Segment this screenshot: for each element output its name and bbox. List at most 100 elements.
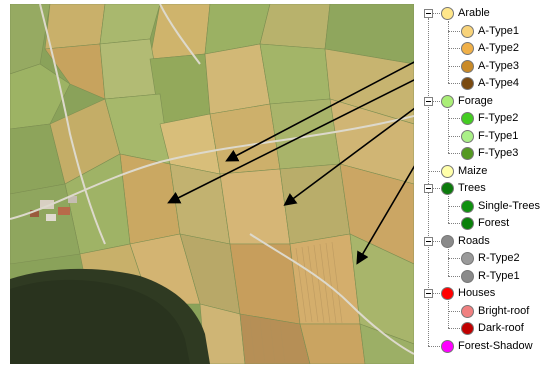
tree-connector [448,258,460,259]
color-swatch-icon [441,164,454,178]
legend-group-roads[interactable]: Roads [441,233,490,250]
color-swatch-icon [441,339,454,353]
color-swatch-icon [461,112,474,125]
roads [10,4,414,355]
color-swatch-icon [461,199,474,213]
legend-group-label: Maize [458,164,488,177]
legend-group-forest-shadow[interactable]: Forest-Shadow [441,338,533,355]
tree-connector [433,293,440,294]
tree-connector [448,48,460,49]
legend-group-forage[interactable]: Forage [441,93,493,110]
legend-group-label: Roads [458,234,490,247]
color-swatch-icon [461,322,474,335]
arrow-a-type3 [283,107,414,206]
legend-item-label: A-Type4 [478,77,519,89]
legend-arrows [167,61,414,265]
legend-group-label: Forest-Shadow [458,339,533,352]
legend-group-label: Arable [458,7,490,19]
color-swatch-icon [461,147,474,160]
tree-connector [448,223,460,224]
legend-item-forest[interactable]: Forest [461,215,509,232]
legend-item-label: A-Type1 [478,24,519,37]
collapse-box-forage[interactable] [424,96,433,106]
color-swatch-icon [461,269,474,283]
tree-connector [448,135,460,137]
legend-item-f-type3[interactable]: F-Type3 [461,145,518,162]
legend-item-f-type1[interactable]: F-Type1 [461,128,518,145]
tree-connector [448,328,460,329]
tree-trunk [428,18,429,346]
tree-connector [428,170,440,172]
village [30,196,77,221]
legend-item-label: Single-Trees [478,199,540,212]
legend-item-label: F-Type1 [478,129,519,142]
color-swatch-icon [461,77,474,90]
legend-item-label: F-Type3 [478,147,519,159]
tree-connector [448,83,460,84]
arrow-a-type2 [167,79,414,204]
tree-connector [448,275,460,277]
tree-connector [448,30,460,32]
tree-connector [433,13,440,14]
legend-group-trees[interactable]: Trees [441,180,486,197]
legend-item-label: A-Type3 [478,59,519,72]
color-swatch-icon [461,42,474,55]
legend-item-r-type1[interactable]: R-Type1 [461,268,520,285]
legend-group-label: Houses [458,287,496,299]
legend-item-dark-roof[interactable]: Dark-roof [461,320,524,337]
legend-item-label: F-Type2 [478,112,519,124]
color-swatch-icon [461,252,474,265]
legend-item-label: R-Type2 [478,252,520,264]
tree-connector [448,196,449,223]
color-swatch-icon [461,24,474,38]
tree-connector [428,345,440,347]
legend-group-label: Trees [458,182,486,194]
arrow-a-type1 [225,61,414,162]
legend-group-houses[interactable]: Houses [441,285,495,302]
collapse-box-houses[interactable] [424,289,433,298]
color-swatch-icon [461,304,474,318]
legend-item-a-type4[interactable]: A-Type4 [461,75,519,92]
color-swatch-icon [461,217,474,230]
color-swatch-icon [461,129,474,143]
tree-connector [448,108,449,153]
legend-item-bright-roof[interactable]: Bright-roof [461,303,529,320]
color-swatch-icon [441,7,454,20]
tree-connector [433,100,440,102]
legend-tree: Arable A-Type1 A-Type2 A-Type3 A-Type4 Forage… [419,0,553,370]
tree-connector [433,240,440,242]
collapse-box-arable[interactable] [424,9,433,18]
color-swatch-icon [441,94,454,108]
legend-item-a-type3[interactable]: A-Type3 [461,58,519,75]
tree-connector [448,65,460,67]
tree-connector [448,310,460,312]
tree-connector [448,118,460,119]
legend-item-r-type2[interactable]: R-Type2 [461,250,520,267]
legend-item-f-type2[interactable]: F-Type2 [461,110,518,127]
color-swatch-icon [441,234,454,248]
arrow-a-type4 [356,165,414,265]
tree-connector [448,248,449,276]
legend-item-label: Dark-roof [478,322,524,334]
tree-connector [448,301,449,328]
color-swatch-icon [441,182,454,195]
tree-connector [448,153,460,154]
tree-connector [433,188,440,189]
legend-group-label: Forage [458,94,493,107]
legend-item-label: Bright-roof [478,304,530,317]
tree-connector [448,205,460,207]
collapse-box-roads[interactable] [424,236,433,246]
aerial-photo [10,4,414,364]
legend-group-arable[interactable]: Arable [441,5,490,22]
color-swatch-icon [441,287,454,300]
color-swatch-icon [461,59,474,73]
legend-item-label: Forest [478,217,510,229]
collapse-box-trees[interactable] [424,184,433,193]
legend-item-single-trees[interactable]: Single-Trees [461,198,540,215]
legend-group-maize[interactable]: Maize [441,163,487,180]
tree-connector [448,21,449,83]
legend-item-a-type1[interactable]: A-Type1 [461,23,519,40]
legend-item-a-type2[interactable]: A-Type2 [461,40,519,57]
legend-item-label: R-Type1 [478,269,520,282]
legend-item-label: A-Type2 [478,42,519,54]
